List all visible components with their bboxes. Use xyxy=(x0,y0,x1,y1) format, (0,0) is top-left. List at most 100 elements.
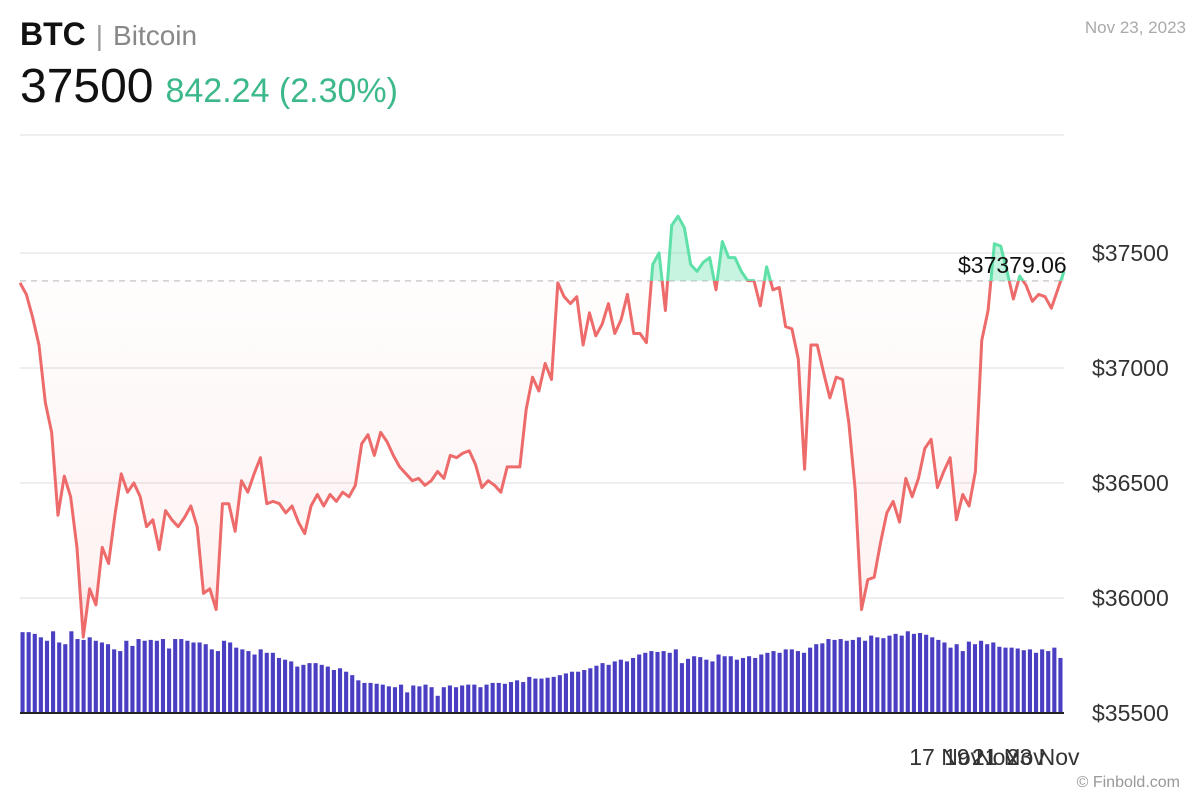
volume-bar xyxy=(1003,647,1008,713)
volume-bar xyxy=(844,640,849,713)
volume-bar xyxy=(698,657,703,713)
volume-bar xyxy=(948,647,953,713)
volume-bar xyxy=(209,649,214,713)
volume-bar xyxy=(197,642,202,713)
volume-bar xyxy=(93,640,98,713)
volume-bar xyxy=(44,640,50,713)
volume-bar xyxy=(1021,650,1026,713)
volume-bar xyxy=(496,682,501,713)
volume-bar xyxy=(649,651,654,713)
volume-bar xyxy=(87,637,92,713)
volume-bar xyxy=(57,642,62,713)
volume-bar xyxy=(307,663,312,713)
volume-bar xyxy=(893,633,898,713)
volume-bar xyxy=(765,652,770,713)
volume-bar xyxy=(215,651,220,713)
volume-bar xyxy=(771,651,776,713)
volume-bar xyxy=(191,642,196,713)
volume-bar xyxy=(521,682,526,713)
volume-bar xyxy=(105,644,111,713)
volume-bar xyxy=(179,639,184,713)
volume-bar xyxy=(246,651,251,713)
volume-bar xyxy=(447,685,452,713)
volume-bar xyxy=(576,671,581,713)
volume-bar xyxy=(1040,649,1045,713)
volume-bar xyxy=(716,654,721,713)
volume-bar xyxy=(63,644,68,713)
volume-bar xyxy=(429,687,434,713)
x-tick-label: 19 Nov xyxy=(944,744,1017,770)
reference-label: $37379.06 xyxy=(958,252,1067,278)
volume-bar xyxy=(917,633,923,713)
volume-bar xyxy=(154,640,159,713)
volume-bar xyxy=(173,639,178,713)
volume-bar xyxy=(747,656,752,713)
volume-bar xyxy=(850,639,855,713)
price-line-below xyxy=(18,280,1063,639)
volume-bar xyxy=(386,686,391,713)
volume-bar xyxy=(600,663,605,713)
volume-bar xyxy=(124,640,129,713)
volume-bar xyxy=(795,651,800,713)
source-credit: © Finbold.com xyxy=(1076,774,1180,791)
volume-bar xyxy=(887,635,892,713)
volume-bar xyxy=(313,663,318,713)
volume-bar xyxy=(710,661,715,713)
volume-bar xyxy=(240,649,245,713)
volume-bar xyxy=(783,649,788,713)
volume-bar xyxy=(612,661,617,713)
volume-bar xyxy=(1052,647,1057,713)
volume-bar xyxy=(319,664,324,713)
volume-bar xyxy=(69,631,74,713)
volume-bar xyxy=(295,666,300,713)
volume-bar xyxy=(875,637,880,713)
volume-bar xyxy=(728,656,733,713)
volume-bar xyxy=(673,649,678,713)
volume-bar xyxy=(753,657,758,713)
volume-bar xyxy=(759,654,764,713)
x-tick-label: 21 Nov xyxy=(972,744,1045,770)
volume-bar xyxy=(502,683,507,713)
volume-bar xyxy=(344,671,349,713)
volume-bar xyxy=(606,664,611,713)
volume-bar xyxy=(337,668,343,713)
volume-bar xyxy=(405,692,410,713)
volume-bar xyxy=(679,663,684,713)
volume-bar xyxy=(692,656,697,713)
volume-bar xyxy=(75,639,80,713)
volume-bar xyxy=(38,637,43,713)
volume-bar xyxy=(777,652,782,713)
chart-date: Nov 23, 2023 xyxy=(1084,18,1186,37)
volume-bar xyxy=(1015,648,1020,713)
volume-bar xyxy=(569,671,575,713)
volume-bar xyxy=(185,640,190,713)
volume-bar xyxy=(148,639,153,713)
volume-bar xyxy=(924,634,929,713)
volume-bar xyxy=(722,656,727,713)
volume-bar xyxy=(985,644,990,713)
volume-bar xyxy=(545,677,550,713)
volume-bar xyxy=(643,652,648,713)
volume-bar xyxy=(203,644,208,713)
volume-bar xyxy=(515,680,520,713)
volume-bar xyxy=(160,639,166,713)
volume-bar xyxy=(856,637,862,713)
volume-bar xyxy=(942,642,947,713)
volume-bar xyxy=(264,652,269,713)
volume-bar xyxy=(423,684,428,713)
volume-bar xyxy=(258,649,263,713)
volume-bar xyxy=(399,684,404,713)
volume-bar xyxy=(801,652,807,713)
volume-bar xyxy=(997,646,1002,713)
volume-bar xyxy=(466,684,471,713)
volume-bar xyxy=(136,639,141,713)
volume-bar xyxy=(1009,647,1014,713)
volume-bar xyxy=(667,652,672,713)
volume-bar xyxy=(527,676,532,713)
volume-bar xyxy=(899,635,904,713)
price-change: 842.24 (2.30%) xyxy=(165,72,398,110)
volume-bar xyxy=(20,632,25,713)
volume-bar xyxy=(374,683,379,713)
volume-bar xyxy=(362,682,367,713)
volume-bar xyxy=(863,640,868,713)
